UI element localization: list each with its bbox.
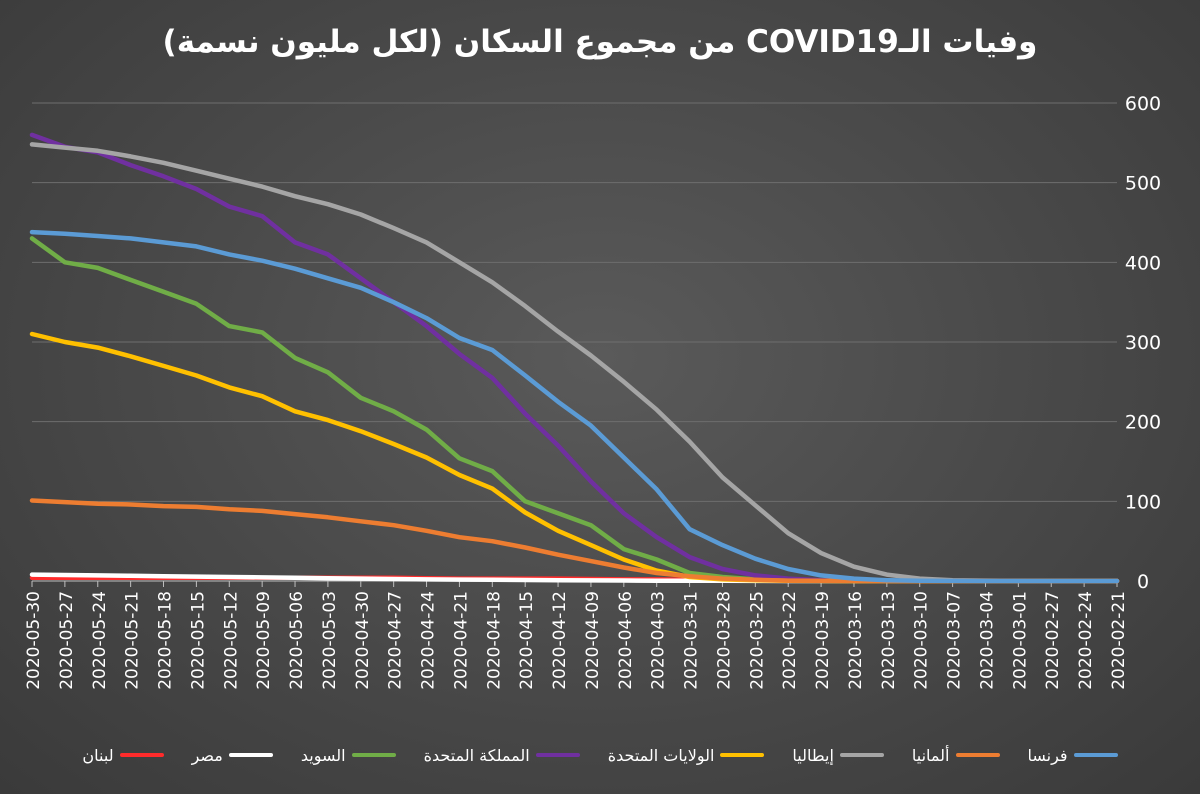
x-tick-label: 2020-05-03 — [320, 591, 340, 690]
x-tick-label: 2020-04-27 — [386, 591, 406, 690]
x-tick-label: 2020-03-13 — [879, 591, 899, 690]
legend-swatch — [955, 753, 1000, 757]
x-tick-label: 2020-04-06 — [616, 591, 636, 690]
series-line — [29, 142, 1120, 584]
x-tick-label: 2020-03-04 — [977, 591, 997, 690]
x-tick-label: 2020-02-21 — [1109, 591, 1129, 690]
x-tick-label: 2020-04-03 — [649, 591, 669, 690]
chart-legend: فرنسا ألمانيا إيطاليا الولايات المتحدة الممل… — [60, 740, 1140, 770]
legend-item: لبنان — [82, 745, 164, 765]
legend-item: المملكة المتحدة — [424, 746, 580, 765]
x-tick-label: 2020-04-09 — [583, 591, 603, 690]
legend-item: الولايات المتحدة — [608, 746, 765, 765]
x-tick-label: 2020-02-24 — [1076, 591, 1096, 690]
x-tick-label: 2020-04-15 — [517, 591, 537, 690]
legend-label: إيطاليا — [792, 745, 834, 765]
x-tick-label: 2020-03-28 — [714, 591, 734, 690]
y-tick-label: 300 — [1125, 332, 1161, 354]
x-tick-label: 2020-05-30 — [24, 591, 44, 690]
y-tick-label: 200 — [1125, 412, 1161, 434]
x-tick-label: 2020-05-18 — [156, 591, 176, 690]
x-tick-label: 2020-05-15 — [188, 591, 208, 690]
legend-swatch — [1073, 753, 1118, 757]
x-tick-label: 2020-03-19 — [813, 591, 833, 690]
x-tick-label: 2020-04-24 — [419, 591, 439, 690]
y-tick-label: 0 — [1137, 571, 1149, 593]
x-tick-label: 2020-03-25 — [747, 591, 767, 690]
legend-label: الولايات المتحدة — [607, 745, 715, 765]
x-tick-label: 2020-05-12 — [221, 591, 241, 690]
chart-title: وفيات الـCOVID19 من مجموع السكان (لكل مل… — [162, 24, 1038, 60]
x-tick-label: 2020-05-27 — [57, 591, 77, 690]
x-tick-label: 2020-03-10 — [912, 591, 932, 690]
series-line — [29, 331, 1120, 584]
x-tick-label: 2020-05-09 — [254, 591, 274, 690]
y-tick-label: 400 — [1125, 252, 1161, 274]
legend-item: السويد — [301, 746, 396, 765]
x-tick-label: 2020-05-24 — [90, 591, 110, 690]
legend-label: المملكة المتحدة — [423, 745, 530, 765]
legend-label: لبنان — [82, 745, 114, 765]
legend-label: السويد — [300, 745, 346, 765]
legend-label: ألمانيا — [911, 745, 950, 765]
series-line — [29, 236, 1120, 584]
legend-swatch — [839, 753, 884, 757]
legend-item: فرنسا — [1028, 746, 1118, 765]
legend-label: مصر — [191, 745, 223, 765]
x-tick-label: 2020-03-01 — [1010, 591, 1030, 690]
x-tick-label: 2020-04-18 — [484, 591, 504, 690]
legend-swatch — [119, 753, 164, 757]
series-line — [29, 498, 1120, 584]
legend-swatch — [351, 753, 396, 757]
series-line — [29, 229, 1120, 584]
x-tick-label: 2020-03-22 — [780, 591, 800, 690]
legend-label: فرنسا — [1027, 745, 1068, 765]
x-tick-label: 2020-03-16 — [846, 591, 866, 690]
legend-swatch — [720, 753, 765, 757]
x-tick-label: 2020-05-06 — [287, 591, 307, 690]
x-tick-label: 2020-03-31 — [682, 591, 702, 690]
legend-item: ألمانيا — [912, 746, 1000, 765]
x-tick-label: 2020-04-21 — [451, 591, 471, 690]
x-tick-label: 2020-04-30 — [353, 591, 373, 690]
y-tick-label: 500 — [1125, 173, 1161, 195]
x-tick-label: 2020-05-21 — [123, 591, 143, 690]
legend-swatch — [535, 753, 580, 757]
x-tick-label: 2020-04-12 — [550, 591, 570, 690]
legend-item: مصر — [192, 746, 273, 765]
series-line — [29, 132, 1120, 584]
legend-item: إيطاليا — [792, 745, 884, 765]
y-tick-label: 600 — [1125, 93, 1161, 115]
y-tick-label: 100 — [1125, 491, 1161, 513]
x-tick-label: 2020-03-07 — [945, 591, 965, 690]
legend-swatch — [228, 753, 273, 757]
x-tick-label: 2020-02-27 — [1043, 591, 1063, 690]
